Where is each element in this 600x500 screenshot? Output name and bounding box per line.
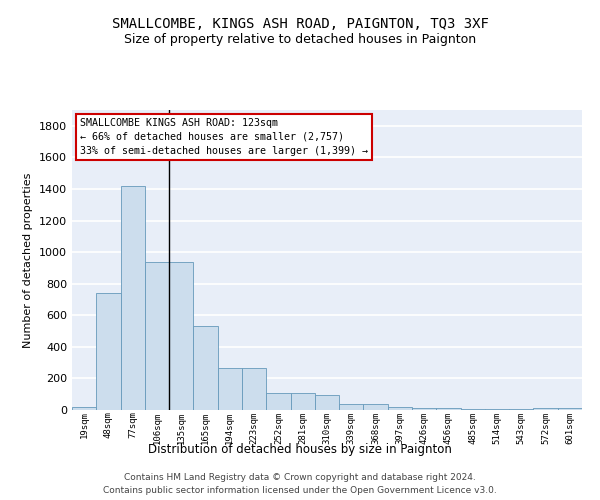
Bar	[96, 293, 121, 410]
Bar	[558, 408, 582, 410]
Text: Distribution of detached houses by size in Paignton: Distribution of detached houses by size …	[148, 442, 452, 456]
Bar	[436, 408, 461, 410]
Bar	[145, 262, 169, 410]
Bar	[388, 407, 412, 410]
Text: SMALLCOMBE, KINGS ASH ROAD, PAIGNTON, TQ3 3XF: SMALLCOMBE, KINGS ASH ROAD, PAIGNTON, TQ…	[112, 18, 488, 32]
Bar	[72, 407, 96, 410]
Bar	[412, 408, 436, 410]
Bar	[193, 326, 218, 410]
Bar	[121, 186, 145, 410]
Text: Contains public sector information licensed under the Open Government Licence v3: Contains public sector information licen…	[103, 486, 497, 495]
Bar	[266, 392, 290, 410]
Bar	[364, 404, 388, 410]
Bar	[169, 262, 193, 410]
Text: Contains HM Land Registry data © Crown copyright and database right 2024.: Contains HM Land Registry data © Crown c…	[124, 472, 476, 482]
Bar	[485, 409, 509, 410]
Bar	[461, 409, 485, 410]
Text: Size of property relative to detached houses in Paignton: Size of property relative to detached ho…	[124, 32, 476, 46]
Y-axis label: Number of detached properties: Number of detached properties	[23, 172, 34, 348]
Bar	[290, 392, 315, 410]
Text: SMALLCOMBE KINGS ASH ROAD: 123sqm
← 66% of detached houses are smaller (2,757)
3: SMALLCOMBE KINGS ASH ROAD: 123sqm ← 66% …	[80, 118, 368, 156]
Bar	[339, 404, 364, 410]
Bar	[242, 368, 266, 410]
Bar	[533, 408, 558, 410]
Bar	[509, 409, 533, 410]
Bar	[315, 395, 339, 410]
Bar	[218, 368, 242, 410]
